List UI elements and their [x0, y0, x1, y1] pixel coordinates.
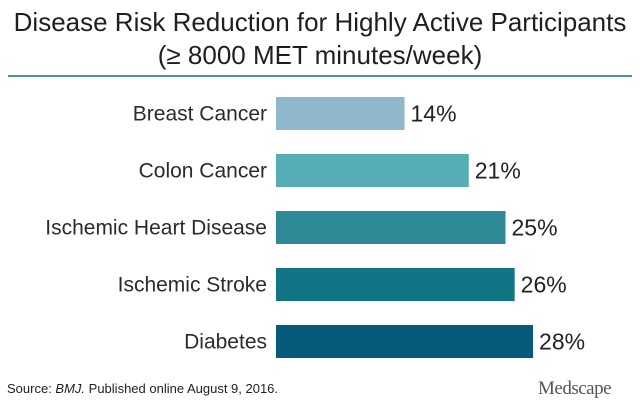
bar-breast-cancer: [276, 97, 405, 130]
source-prefix: Source:: [7, 381, 56, 396]
bar-diabetes: [276, 325, 534, 358]
bar-ischemic-heart-disease: [276, 211, 506, 244]
value-label: 21%: [475, 158, 521, 184]
chart-title: Disease Risk Reduction for Highly Active…: [0, 6, 640, 72]
value-label: 25%: [512, 215, 558, 241]
category-label: Colon Cancer: [139, 160, 267, 183]
title-divider: [8, 75, 632, 77]
category-label: Ischemic Stroke: [118, 274, 267, 297]
source-journal: BMJ.: [55, 381, 86, 396]
medscape-logo: Medscape: [538, 378, 612, 399]
bar-ischemic-stroke: [276, 268, 515, 301]
title-line-2: (≥ 8000 MET minutes/week): [157, 40, 483, 70]
title-line-1: Disease Risk Reduction for Highly Active…: [13, 7, 627, 37]
category-label: Diabetes: [184, 331, 267, 354]
value-label: 14%: [411, 101, 457, 127]
source-suffix: Published online August 9, 2016.: [85, 381, 279, 396]
source-note: Source: BMJ. Published online August 9, …: [7, 381, 278, 396]
bar-colon-cancer: [276, 154, 469, 187]
value-label: 28%: [539, 329, 585, 355]
category-label: Breast Cancer: [133, 103, 267, 126]
category-label: Ischemic Heart Disease: [45, 217, 267, 240]
value-label: 26%: [521, 272, 567, 298]
